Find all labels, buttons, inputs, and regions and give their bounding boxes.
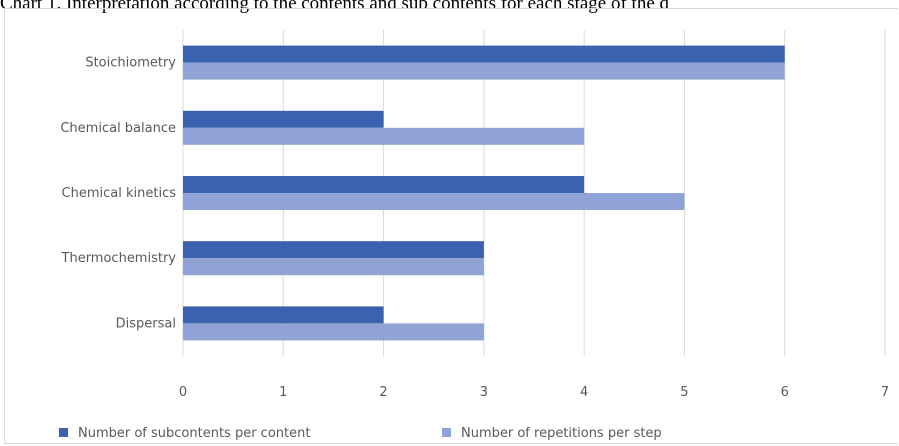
tick-labels: 0 1 2 3 4 5 6 7 [179, 385, 889, 400]
x-tick-label: 0 [179, 385, 187, 400]
category-labels: Stoichiometry Chemical balance Chemical ki… [60, 56, 176, 332]
legend: Number of subcontents per content Number … [59, 426, 662, 441]
x-tick-label: 5 [680, 385, 688, 400]
x-tick-label: 3 [480, 385, 488, 400]
bar-repetitions [183, 258, 484, 276]
category-label: Thermochemistry [61, 251, 177, 266]
x-tick-label: 1 [279, 385, 287, 400]
category-label: Chemical kinetics [62, 186, 177, 201]
bar-subcontents [183, 110, 384, 128]
chart-caption: Chart 1. Interpretation according to the… [0, 0, 669, 14]
bar-repetitions [183, 127, 585, 145]
category-label: Dispersal [116, 316, 176, 331]
x-tick-label: 4 [580, 385, 588, 400]
bar-subcontents [183, 176, 585, 193]
category-label: Stoichiometry [85, 56, 176, 71]
legend-label: Number of subcontents per content [78, 426, 310, 441]
bars [183, 45, 785, 341]
x-tick-label: 2 [379, 385, 387, 400]
bar-subcontents [183, 306, 384, 324]
bar-repetitions [183, 193, 685, 210]
bar-repetitions [183, 323, 484, 341]
bar-subcontents [183, 241, 484, 259]
legend-swatch [59, 428, 68, 437]
legend-label: Number of repetitions per step [461, 426, 662, 441]
x-tick-label: 6 [781, 385, 789, 400]
bar-subcontents [183, 45, 785, 63]
chart-frame [4, 8, 898, 444]
category-label: Chemical balance [60, 121, 176, 136]
bar-repetitions [183, 62, 785, 80]
x-tick-label: 7 [881, 385, 889, 400]
legend-swatch [442, 428, 451, 437]
